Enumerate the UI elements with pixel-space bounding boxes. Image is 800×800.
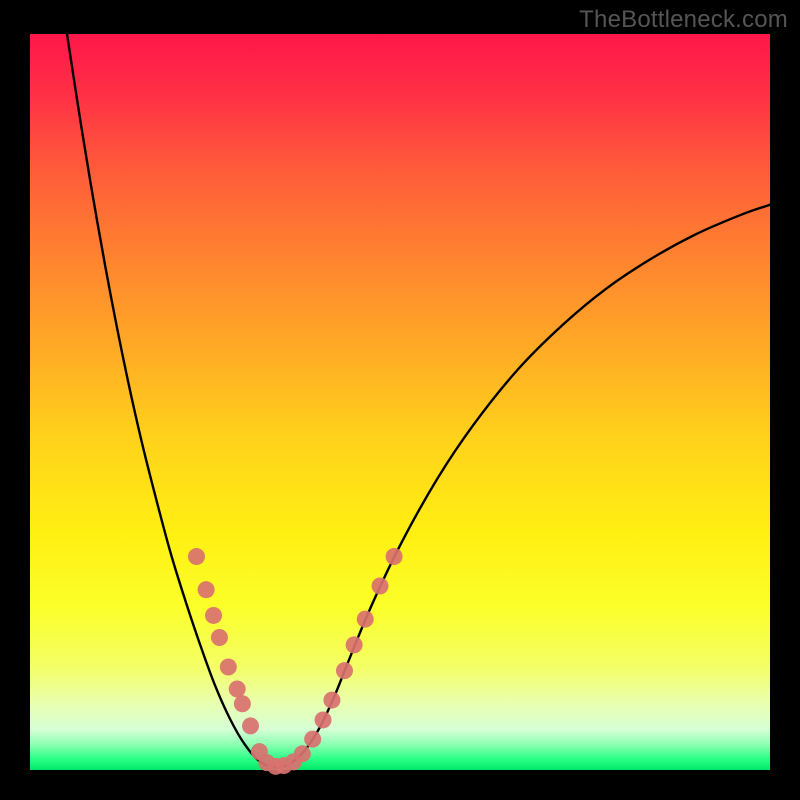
- data-marker: [188, 548, 205, 565]
- watermark-text: TheBottleneck.com: [579, 6, 788, 34]
- chart-svg: [30, 34, 770, 770]
- data-marker: [198, 581, 215, 598]
- data-marker: [205, 607, 222, 624]
- data-marker: [294, 745, 311, 762]
- data-marker: [315, 711, 332, 728]
- data-marker: [386, 548, 403, 565]
- data-marker: [211, 629, 228, 646]
- data-marker: [242, 717, 259, 734]
- data-marker: [323, 692, 340, 709]
- data-marker: [372, 578, 389, 595]
- plot-area: [30, 34, 770, 770]
- bottleneck-curve: [67, 34, 770, 767]
- data-marker: [234, 695, 251, 712]
- data-marker: [336, 662, 353, 679]
- data-marker: [346, 636, 363, 653]
- data-marker: [304, 731, 321, 748]
- data-marker: [357, 611, 374, 628]
- data-marker: [229, 681, 246, 698]
- data-markers-group: [188, 548, 403, 775]
- chart-frame: TheBottleneck.com: [0, 0, 800, 800]
- data-marker: [220, 658, 237, 675]
